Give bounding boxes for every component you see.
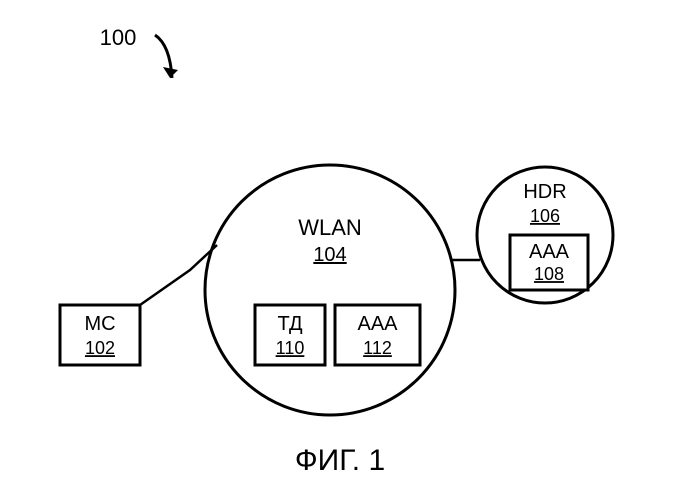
box-ref-td: 110 <box>276 338 305 358</box>
box-ref-mc: 102 <box>85 338 115 358</box>
box-ref-aaa2: 108 <box>534 264 564 284</box>
circle-ref-hdr_label: 106 <box>530 206 560 226</box>
figure-ref-label: 100 <box>100 25 137 50</box>
figure-caption: ФИГ. 1 <box>295 444 385 477</box>
circle-label-hdr_label: HDR <box>523 181 566 203</box>
circle-label-wlan_label: WLAN <box>298 215 362 240</box>
box-label-aaa2: ААА <box>529 241 570 263</box>
circle-ref-wlan_label: 104 <box>313 244 346 266</box>
circle-wlan <box>205 165 455 415</box>
ref-arrow-head <box>163 67 178 78</box>
box-label-td: ТД <box>277 313 303 335</box>
box-label-mc: МС <box>84 313 115 335</box>
box-ref-aaa1: 112 <box>363 338 392 358</box>
box-label-aaa1: ААА <box>357 313 398 335</box>
